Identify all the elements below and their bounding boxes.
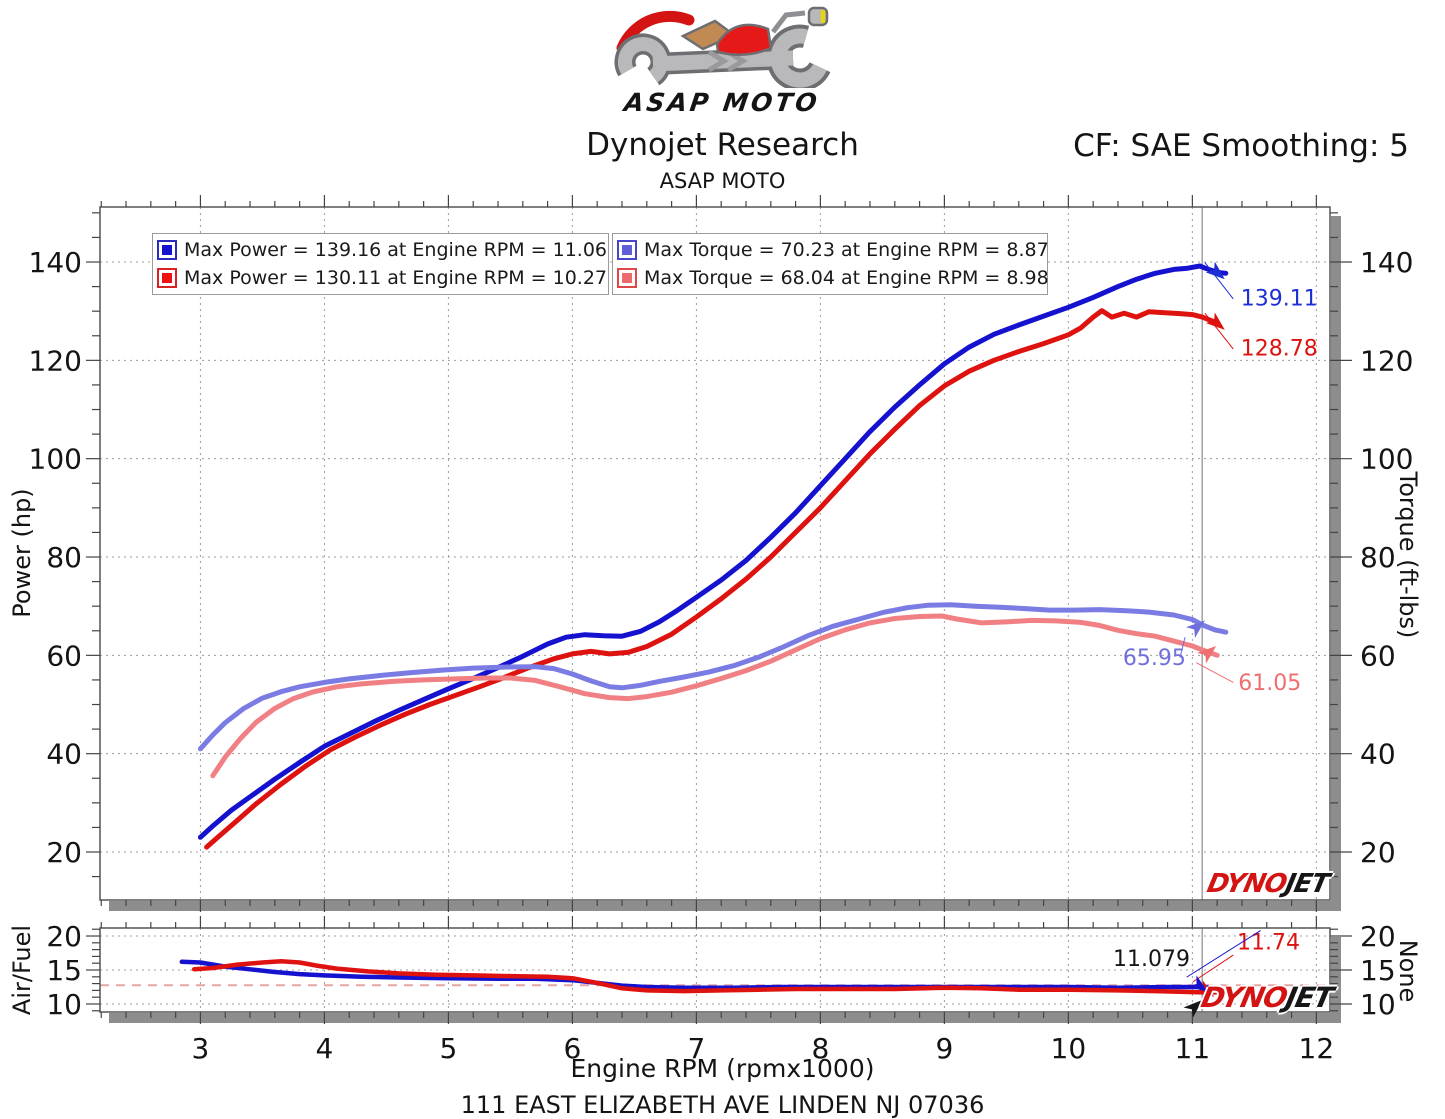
page-title: Dynojet Research: [586, 127, 859, 163]
svg-text:10: 10: [1051, 1032, 1087, 1065]
svg-text:9: 9: [935, 1032, 953, 1065]
shop-address: 111 EAST ELIZABETH AVE LINDEN NJ 07036: [460, 1091, 985, 1119]
legend-label: Max Torque = 70.23 at Engine RPM = 8.87: [644, 239, 1049, 261]
legend-item-torque-run2: Max Torque = 68.04 at Engine RPM = 8.98: [617, 264, 1049, 292]
legend-label: Max Torque = 68.04 at Engine RPM = 8.98: [644, 267, 1049, 289]
power-axis-title: Power (hp): [8, 488, 36, 618]
legend-item-power-run1: Max Power = 139.16 at Engine RPM = 11.06: [157, 236, 607, 264]
rpm-axis-title: Engine RPM (rpmx1000): [570, 1054, 875, 1083]
svg-text:8: 8: [811, 1032, 829, 1065]
legend-swatch-power-run2: [157, 268, 177, 288]
svg-text:40: 40: [46, 738, 82, 771]
legend-torque-box: Max Torque = 70.23 at Engine RPM = 8.87 …: [612, 233, 1049, 295]
svg-text:140: 140: [1360, 246, 1413, 279]
svg-text:11.74: 11.74: [1237, 931, 1300, 956]
asap-moto-logo: ASAP MOTO: [597, 2, 847, 117]
legend-item-torque-run1: Max Torque = 70.23 at Engine RPM = 8.87: [617, 236, 1049, 264]
svg-text:80: 80: [46, 541, 82, 574]
svg-text:128.78: 128.78: [1241, 336, 1318, 361]
svg-text:15: 15: [46, 954, 82, 987]
svg-text:100: 100: [29, 443, 82, 476]
svg-text:60: 60: [46, 639, 82, 672]
asap-moto-logo-graphic: [614, 6, 834, 92]
logo-tank: [715, 23, 773, 56]
none-axis-title: None: [1394, 939, 1422, 1003]
svg-text:10: 10: [46, 988, 82, 1021]
svg-text:65.95: 65.95: [1123, 646, 1186, 671]
legend-item-power-run2: Max Power = 130.11 at Engine RPM = 10.27: [157, 264, 607, 292]
logo-handlebar: [771, 10, 806, 34]
svg-text:15: 15: [1360, 954, 1396, 987]
legend-power-box: Max Power = 139.16 at Engine RPM = 11.06…: [152, 233, 609, 295]
airfuel-axis-title: Air/Fuel: [8, 924, 36, 1016]
svg-text:6: 6: [563, 1032, 581, 1065]
dynojet-logo-red-text: DYNO: [1204, 869, 1290, 899]
logo-headlight-lens: [821, 10, 825, 23]
dynojet-logo-af-chart: DYNOJET: [1148, 981, 1335, 1014]
dynojet-logo-black-text: JET: [1282, 981, 1336, 1014]
svg-text:61.05: 61.05: [1238, 671, 1301, 696]
legend-label: Max Power = 139.16 at Engine RPM = 11.06: [184, 239, 608, 261]
legend-swatch-torque-run2: [617, 268, 637, 288]
svg-text:140: 140: [29, 246, 82, 279]
svg-text:139.11: 139.11: [1241, 286, 1318, 311]
svg-text:11: 11: [1175, 1032, 1211, 1065]
svg-text:12: 12: [1299, 1032, 1335, 1065]
correction-smoothing-label: CF: SAE Smoothing: 5: [1073, 128, 1409, 164]
svg-text:20: 20: [1360, 836, 1396, 869]
dynojet-logo-red-text: DYNO: [1198, 981, 1290, 1014]
torque-axis-title: Torque (ft-lbs): [1394, 471, 1422, 639]
legend-swatch-power-run1: [157, 240, 177, 260]
dynojet-logo-black-text: JET: [1282, 869, 1332, 899]
svg-text:11.079: 11.079: [1113, 947, 1190, 972]
page-subtitle: ASAP MOTO: [659, 169, 786, 193]
svg-text:10: 10: [1360, 988, 1396, 1021]
svg-text:20: 20: [1360, 920, 1396, 953]
svg-text:120: 120: [1360, 344, 1413, 377]
svg-text:3: 3: [192, 1032, 210, 1065]
svg-text:7: 7: [687, 1032, 705, 1065]
svg-text:100: 100: [1360, 443, 1413, 476]
svg-text:4: 4: [316, 1032, 334, 1065]
svg-text:120: 120: [29, 344, 82, 377]
svg-text:20: 20: [46, 920, 82, 953]
dynojet-logo-main-chart: DYNOJET: [1149, 869, 1331, 899]
svg-text:5: 5: [440, 1032, 458, 1065]
svg-text:40: 40: [1360, 738, 1396, 771]
svg-text:60: 60: [1360, 639, 1396, 672]
svg-text:20: 20: [46, 836, 82, 869]
legend-label: Max Power = 130.11 at Engine RPM = 10.27: [184, 267, 608, 289]
svg-text:80: 80: [1360, 541, 1396, 574]
legend-swatch-torque-run1: [617, 240, 637, 260]
